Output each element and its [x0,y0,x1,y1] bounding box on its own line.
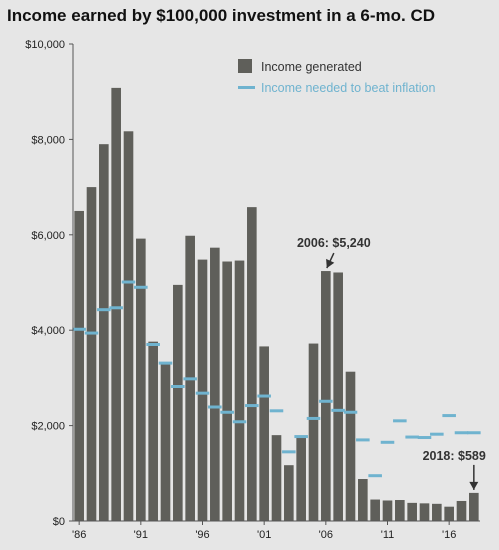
x-tick-label-2011: '11 [381,529,395,541]
bar-1989 [111,87,121,521]
bar-2009 [358,479,368,521]
bar-1986 [74,210,84,521]
legend-swatch-inflation [238,86,255,89]
y-tick-label-4000: $4,000 [31,325,65,337]
bar-1990 [123,131,134,522]
y-tick-label-2000: $2,000 [31,421,65,433]
bar-1993 [160,363,171,521]
bar-1992 [148,341,158,521]
x-tick-label-1991: '91 [134,529,148,541]
bar-1998 [222,261,232,521]
y-tick-label-6000: $6,000 [31,230,65,242]
x-tick-label-2001: '01 [257,529,271,541]
bar-2010 [370,499,380,521]
axes [69,43,480,525]
y-tick-label-0: $0 [53,516,65,528]
y-tick-label-10000: $10,000 [25,39,65,51]
inflation-series [72,280,481,478]
annotation-2006-label: 2006: $5,240 [297,236,371,250]
x-tick-label-1986: '86 [72,529,86,541]
bar-2000 [247,207,257,521]
legend: Income generated Income needed to beat i… [238,59,435,95]
bar-1999 [234,260,245,521]
bar-2015 [432,503,442,521]
annotation-2018-label: 2018: $589 [423,449,486,463]
bar-1994 [173,284,183,521]
bar-2004 [296,438,306,521]
legend-label-income: Income generated [261,60,362,74]
y-tick-labels: $0 $2,000 $4,000 $6,000 $8,000 $10,000 [25,39,65,528]
bar-2013 [407,502,417,521]
bar-2008 [345,371,356,521]
x-tick-label-1996: '96 [195,529,209,541]
bar-2001 [259,346,269,521]
bar-2012 [395,500,405,521]
bar-2006 [321,271,331,521]
bar-2002 [271,435,282,521]
annotation-2006-arrowhead [326,258,335,269]
bar-2005 [308,343,319,521]
bar-series [74,87,479,522]
bar-2017 [456,500,467,521]
legend-label-inflation: Income needed to beat inflation [261,81,435,95]
chart-title: Income earned by $100,000 investment in … [7,6,435,25]
annotations: 2006: $5,240 2018: $589 [297,236,486,490]
annotation-2018-arrowhead [469,481,479,490]
y-tick-label-8000: $8,000 [31,134,65,146]
bar-1996 [197,259,208,521]
x-tick-labels: '86 '91 '96 '01 '06 '11 '16 [72,529,456,541]
x-tick-label-2006: '06 [319,529,333,541]
bar-1991 [136,238,146,521]
bar-1997 [210,247,220,521]
bar-2011 [382,500,393,521]
bar-2014 [419,503,430,521]
bar-2003 [284,465,294,521]
bar-2018 [469,492,479,521]
bar-2007 [333,272,343,521]
bar-2016 [444,506,454,521]
bar-1987 [86,187,97,521]
legend-swatch-income [238,59,252,73]
x-tick-label-2016: '16 [442,529,456,541]
bar-1988 [99,144,109,522]
